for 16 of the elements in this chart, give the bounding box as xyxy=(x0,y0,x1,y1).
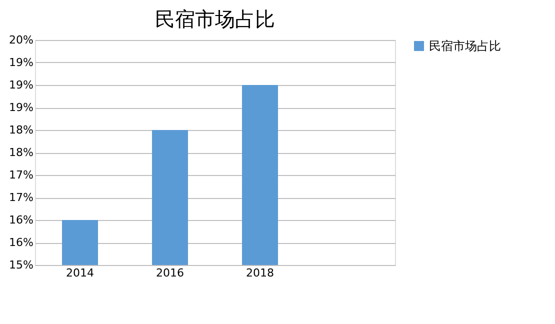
y-tick-label: 18% xyxy=(9,124,34,136)
y-tick-label: 15% xyxy=(9,258,34,272)
x-tick-label: 2018 xyxy=(246,266,274,280)
y-tick-label: 17% xyxy=(9,191,34,204)
y-tick-label: 19% xyxy=(9,101,34,114)
y-tick-label: 16% xyxy=(9,214,34,226)
chart-title: 民宿市场占比 xyxy=(155,7,275,31)
y-tick-label: 16% xyxy=(9,236,34,249)
legend-label: 民宿市场占比 xyxy=(429,39,501,53)
y-tick-label: 20% xyxy=(9,34,34,46)
y-tick-label: 19% xyxy=(9,56,34,69)
y-tick-label: 19% xyxy=(9,78,34,92)
y-tick-label: 18% xyxy=(9,146,34,159)
y-tick-label: 17% xyxy=(9,168,34,182)
x-tick-label: 2014 xyxy=(66,266,94,280)
x-tick-label: 2016 xyxy=(156,266,184,280)
